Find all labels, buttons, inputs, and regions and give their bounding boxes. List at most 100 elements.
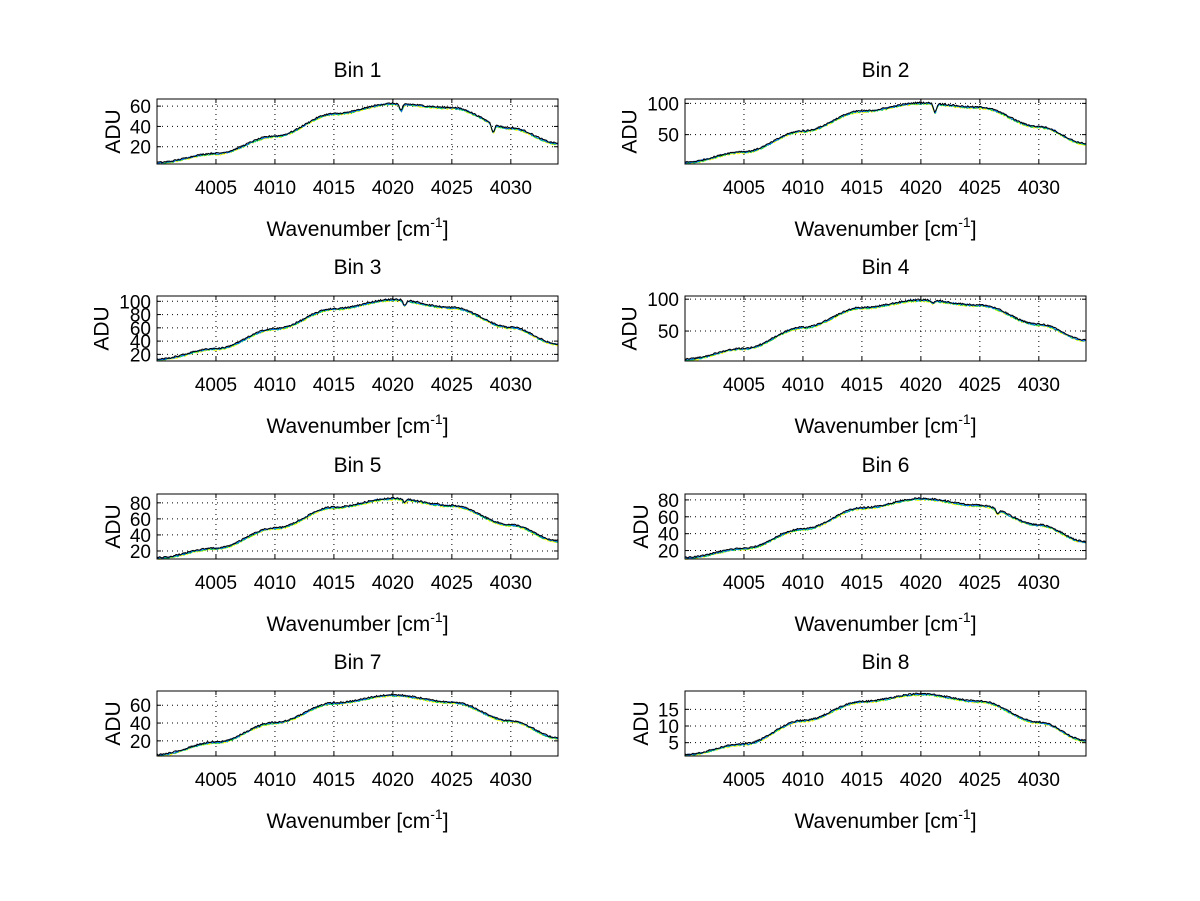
y-axis-label: ADU bbox=[91, 306, 114, 350]
x-axis-label: Wavenumber [cm-1] bbox=[266, 214, 448, 241]
x-axis-label-superscript: -1 bbox=[958, 609, 971, 625]
x-tick-label: 4025 bbox=[959, 573, 1001, 594]
y-tick-label: 80 bbox=[658, 491, 679, 512]
y-tick-label: 40 bbox=[658, 525, 679, 546]
spectrum-series-2 bbox=[684, 693, 1087, 757]
subplot-title: Bin 8 bbox=[862, 651, 910, 674]
x-axis-label-close: ] bbox=[971, 218, 977, 241]
x-tick-label: 4005 bbox=[195, 573, 237, 594]
y-tick-label: 60 bbox=[130, 97, 151, 118]
spectrum-series-1 bbox=[156, 299, 559, 362]
x-tick-label: 4020 bbox=[372, 375, 414, 396]
x-axis-label-superscript: -1 bbox=[958, 214, 971, 230]
x-tick-label: 4030 bbox=[1018, 375, 1060, 396]
x-axis-label-close: ] bbox=[971, 613, 977, 636]
x-tick-label: 4005 bbox=[723, 770, 765, 791]
y-tick-label: 20 bbox=[130, 542, 151, 563]
spectrum-series-3 bbox=[684, 497, 1087, 559]
spectrum-series-3 bbox=[684, 693, 1087, 756]
x-axis-label-text: Wavenumber [cm bbox=[266, 218, 430, 241]
x-tick-label: 4015 bbox=[313, 375, 355, 396]
x-axis-label: Wavenumber [cm-1] bbox=[794, 214, 976, 241]
y-tick-label: 50 bbox=[658, 322, 679, 343]
subplot-title: Bin 4 bbox=[862, 256, 910, 279]
x-tick-label: 4025 bbox=[431, 573, 473, 594]
x-tick-label: 4005 bbox=[723, 178, 765, 199]
x-tick-label: 4030 bbox=[1018, 178, 1060, 199]
x-tick-label: 4020 bbox=[372, 770, 414, 791]
spectrum-series-1 bbox=[157, 694, 559, 758]
x-tick-label: 4010 bbox=[254, 178, 296, 199]
x-tick-label: 4005 bbox=[195, 375, 237, 396]
x-tick-label: 4010 bbox=[782, 375, 824, 396]
x-axis-label: Wavenumber [cm-1] bbox=[794, 806, 976, 833]
y-tick-label: 40 bbox=[130, 526, 151, 547]
x-tick-label: 4010 bbox=[782, 178, 824, 199]
spectrum-series-3 bbox=[156, 497, 559, 560]
x-axis-label: Wavenumber [cm-1] bbox=[794, 609, 976, 636]
y-axis-label: ADU bbox=[102, 504, 125, 548]
x-tick-label: 4015 bbox=[841, 770, 883, 791]
spectrum-series-2 bbox=[684, 299, 1087, 362]
x-tick-label: 4020 bbox=[900, 573, 942, 594]
spectrum-series-2 bbox=[684, 102, 1087, 165]
subplot-title: Bin 5 bbox=[334, 454, 382, 477]
x-tick-label: 4005 bbox=[195, 770, 237, 791]
x-axis-label: Wavenumber [cm-1] bbox=[794, 411, 976, 438]
y-tick-label: 60 bbox=[130, 696, 151, 717]
y-tick-label: 40 bbox=[130, 332, 151, 353]
y-tick-label: 20 bbox=[130, 138, 151, 159]
x-tick-label: 4015 bbox=[841, 573, 883, 594]
x-tick-label: 4020 bbox=[900, 178, 942, 199]
spectrum-series-4 bbox=[684, 298, 1087, 361]
axes-frame bbox=[684, 98, 1087, 165]
y-tick-label: 5 bbox=[668, 734, 679, 755]
x-axis-label: Wavenumber [cm-1] bbox=[266, 411, 448, 438]
x-axis-label-superscript: -1 bbox=[958, 806, 971, 822]
x-axis-label-text: Wavenumber [cm bbox=[266, 415, 430, 438]
axes-frame bbox=[156, 493, 559, 560]
x-axis-label-superscript: -1 bbox=[430, 609, 443, 625]
spectrum-series-2 bbox=[156, 497, 559, 560]
x-axis-label-text: Wavenumber [cm bbox=[794, 613, 958, 636]
spectrum-series-3 bbox=[684, 101, 1087, 164]
x-tick-label: 4030 bbox=[1018, 573, 1060, 594]
spectrum-series-1 bbox=[684, 103, 1087, 165]
y-axis-label: ADU bbox=[619, 109, 642, 153]
y-tick-label: 100 bbox=[647, 290, 679, 311]
subplot-title: Bin 2 bbox=[862, 59, 910, 82]
x-tick-label: 4005 bbox=[723, 375, 765, 396]
spectrum-series-1 bbox=[684, 693, 1087, 757]
spectrum-series-2 bbox=[156, 298, 559, 361]
x-axis-label-close: ] bbox=[971, 810, 977, 833]
x-tick-label: 4020 bbox=[372, 178, 414, 199]
y-tick-label: 60 bbox=[130, 510, 151, 531]
x-tick-label: 4005 bbox=[723, 573, 765, 594]
subplot-title: Bin 1 bbox=[334, 59, 382, 82]
x-tick-label: 4025 bbox=[959, 178, 1001, 199]
axes-frame bbox=[156, 98, 559, 165]
x-tick-label: 4030 bbox=[490, 375, 532, 396]
y-tick-label: 80 bbox=[130, 306, 151, 327]
x-axis-label-text: Wavenumber [cm bbox=[266, 613, 430, 636]
axes-frame bbox=[156, 295, 559, 362]
x-axis-label-text: Wavenumber [cm bbox=[794, 810, 958, 833]
x-tick-label: 4025 bbox=[959, 375, 1001, 396]
y-tick-label: 20 bbox=[130, 732, 151, 753]
subplot-title: Bin 3 bbox=[334, 256, 382, 279]
axes-frame bbox=[684, 493, 1087, 560]
y-tick-label: 20 bbox=[130, 345, 151, 366]
x-tick-label: 4025 bbox=[431, 770, 473, 791]
y-tick-label: 100 bbox=[119, 292, 151, 313]
subplot-bin-2: Bin 2 4005 4010 4015 4020 4025 4030 50 100 Wavenu… bbox=[619, 59, 1087, 241]
x-axis-label-text: Wavenumber [cm bbox=[794, 415, 958, 438]
y-tick-label: 15 bbox=[658, 700, 679, 721]
x-tick-label: 4015 bbox=[841, 178, 883, 199]
x-tick-label: 4015 bbox=[313, 770, 355, 791]
y-tick-label: 20 bbox=[658, 542, 679, 563]
x-tick-label: 4010 bbox=[254, 375, 296, 396]
x-axis-label-close: ] bbox=[443, 415, 449, 438]
spectrum-series-4 bbox=[684, 692, 1087, 756]
